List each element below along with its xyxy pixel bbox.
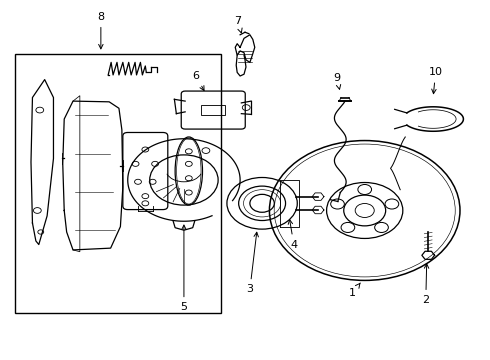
Bar: [201, 105, 225, 116]
Text: 4: 4: [288, 220, 297, 249]
Text: 1: 1: [349, 283, 360, 298]
Text: 7: 7: [234, 17, 242, 33]
Text: 8: 8: [98, 12, 104, 49]
Text: 3: 3: [246, 232, 258, 294]
Text: 2: 2: [422, 264, 429, 305]
Text: 9: 9: [333, 73, 341, 89]
Text: 6: 6: [193, 71, 204, 91]
Text: 5: 5: [180, 225, 187, 312]
Text: 10: 10: [429, 67, 442, 94]
Bar: [15, 54, 221, 313]
